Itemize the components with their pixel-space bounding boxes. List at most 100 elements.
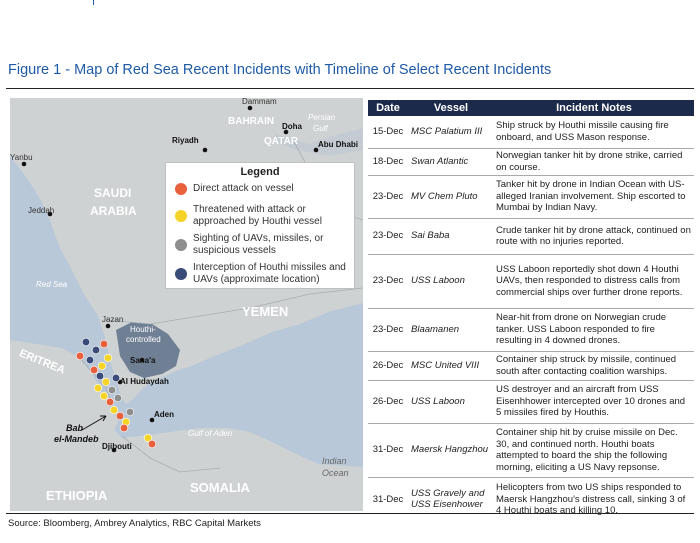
row-date: 18-Dec: [368, 148, 408, 176]
city-dot-dammam: [247, 105, 253, 111]
horn-of-africa-land: [10, 340, 363, 511]
row-date: 31-Dec: [372, 493, 404, 505]
interception-dot-icon: [175, 268, 187, 280]
label-yemen: YEMEN: [242, 304, 289, 319]
gulf-coast-land: [250, 98, 294, 124]
city-dot-riyadh: [202, 147, 208, 153]
row-date: 26-Dec: [368, 351, 408, 381]
row-date: 26-Dec: [368, 380, 408, 424]
table-row: 15-Dec MSC Palatium III Ship struck by H…: [368, 116, 694, 149]
marker-sighting: [113, 393, 123, 403]
header-vessel: Vessel: [408, 100, 494, 116]
row-vessel: Blaamanen: [408, 308, 494, 352]
city-dot-djibouti: [111, 447, 117, 453]
marker-sighting: [107, 385, 117, 395]
table-row: 26-Dec MSC United VIII Container ship st…: [368, 351, 694, 381]
table-row: 31-Dec Maersk Hangzhou Container ship hi…: [368, 423, 694, 478]
city-dot-abu-dhabi: [313, 147, 319, 153]
marker-interception: [81, 337, 91, 347]
label-doha: Doha: [282, 122, 302, 131]
row-vessel: Sai Baba: [408, 218, 494, 255]
legend-title: Legend: [240, 166, 280, 178]
label-saudi: SAUDI: [94, 186, 132, 200]
table-row: 31-Dec USS Gravely and USS Eisenhower He…: [368, 477, 694, 521]
label-bahrain: BAHRAIN: [228, 116, 275, 127]
label-yanbu: Yanbu: [10, 153, 33, 162]
marker-interception: [85, 355, 95, 365]
row-notes: Container ship struck by missile, contin…: [494, 351, 694, 381]
incident-timeline-table: Date Vessel Incident Notes 15-Dec MSC Pa…: [368, 100, 694, 521]
map-canvas: [10, 98, 363, 511]
table-row: 23-Dec Blaamanen Near-hit from drone on …: [368, 308, 694, 352]
label-bab-line-2: el-Mandeb: [54, 434, 99, 444]
marker-threat: [99, 391, 109, 401]
row-vessel: MSC Palatium III: [408, 116, 494, 149]
threat-dot-icon: [175, 210, 187, 222]
label-gulf-of-aden: Gulf of Aden: [188, 429, 233, 438]
marker-attack: [119, 423, 129, 433]
table-row: 18-Dec Swan Atlantic Norwegian tanker hi…: [368, 148, 694, 176]
label-riyadh: Riyadh: [172, 136, 199, 145]
marker-attack: [99, 339, 109, 349]
persian-gulf-water: [275, 128, 363, 156]
city-dot-doha: [283, 129, 289, 135]
table-row: 23-Dec MV Chem Pluto Tanker hit by drone…: [368, 175, 694, 219]
row-notes: Near-hit from drone on Norwegian crude t…: [494, 308, 694, 352]
label-persian-gulf-line-1: Persian: [308, 113, 336, 122]
row-date: 23-Dec: [368, 175, 408, 219]
header-notes: Incident Notes: [494, 100, 694, 116]
marker-attack: [115, 411, 125, 421]
city-dot-aden: [149, 417, 155, 423]
marker-attack: [89, 365, 99, 375]
label-persian-gulf-line-2: Gulf: [313, 124, 328, 133]
label-red-sea: Red Sea: [36, 280, 68, 289]
label-ethiopia: ETHIOPIA: [46, 488, 108, 503]
houthi-controlled-region: [116, 322, 180, 378]
label-dammam: Dammam: [242, 98, 277, 106]
row-notes: Container ship hit by cruise missile on …: [494, 423, 694, 478]
city-markers: [21, 105, 319, 453]
row-date: 23-Dec: [368, 308, 408, 352]
marker-interception: [95, 371, 105, 381]
label-sanaa: Sana'a: [130, 356, 156, 365]
city-dot-yanbu: [21, 161, 27, 167]
label-abu-dhabi: Abu Dhabi: [318, 140, 358, 149]
sighting-dot-icon: [175, 239, 187, 251]
row-vessel: USS Laboon: [408, 254, 494, 309]
table-header-row: Date Vessel Incident Notes: [368, 100, 694, 116]
row-notes: US destroyer and an aircraft from USS Ei…: [494, 380, 694, 424]
label-indian-line-2: Ocean: [322, 468, 349, 478]
bab-el-mandeb-arrowhead: [100, 415, 107, 422]
source-note: Source: Bloomberg, Ambrey Analytics, RBC…: [8, 518, 261, 529]
marker-threat: [109, 405, 119, 415]
row-date: 23-Dec: [368, 254, 408, 309]
marker-threat: [97, 361, 107, 371]
marker-attack: [105, 397, 115, 407]
city-dot-jeddah: [47, 211, 53, 217]
row-notes: Helicopters from two US ships responded …: [496, 482, 686, 516]
red-sea-map: Dammam BAHRAIN Doha Persian Gulf Riyadh …: [10, 98, 363, 511]
marker-attack: [147, 439, 157, 449]
marker-attack: [75, 351, 85, 361]
row-date: 15-Dec: [368, 116, 408, 149]
row-vessel: USS Laboon: [408, 380, 494, 424]
label-houthi-line-1: Houthi-: [130, 325, 156, 334]
row-notes: Tanker hit by drone in Indian Ocean with…: [494, 175, 694, 219]
row-vessel: Swan Atlantic: [408, 148, 494, 176]
title-rule: [6, 88, 694, 89]
label-indian-line-1: Indian: [322, 456, 347, 466]
row-notes: Crude tanker hit by drone attack, contin…: [494, 218, 694, 255]
label-aden: Aden: [154, 410, 174, 419]
map-legend: Legend Direct attack on vessel Threatene…: [165, 162, 355, 289]
incident-markers: [75, 337, 157, 449]
label-bab-line-1: Bab: [66, 423, 84, 433]
legend-label-interception: Interception of Houthi missiles and UAVs…: [193, 262, 346, 285]
header-date: Date: [368, 100, 408, 116]
label-qatar: QATAR: [264, 136, 299, 147]
legend-label-attack: Direct attack on vessel: [193, 183, 294, 194]
source-rule: [6, 513, 694, 514]
label-djibouti: Djibouti: [102, 442, 132, 451]
label-houthi-line-2: controlled: [126, 335, 161, 344]
header-fragment: I: [92, 0, 96, 8]
marker-interception: [91, 345, 101, 355]
